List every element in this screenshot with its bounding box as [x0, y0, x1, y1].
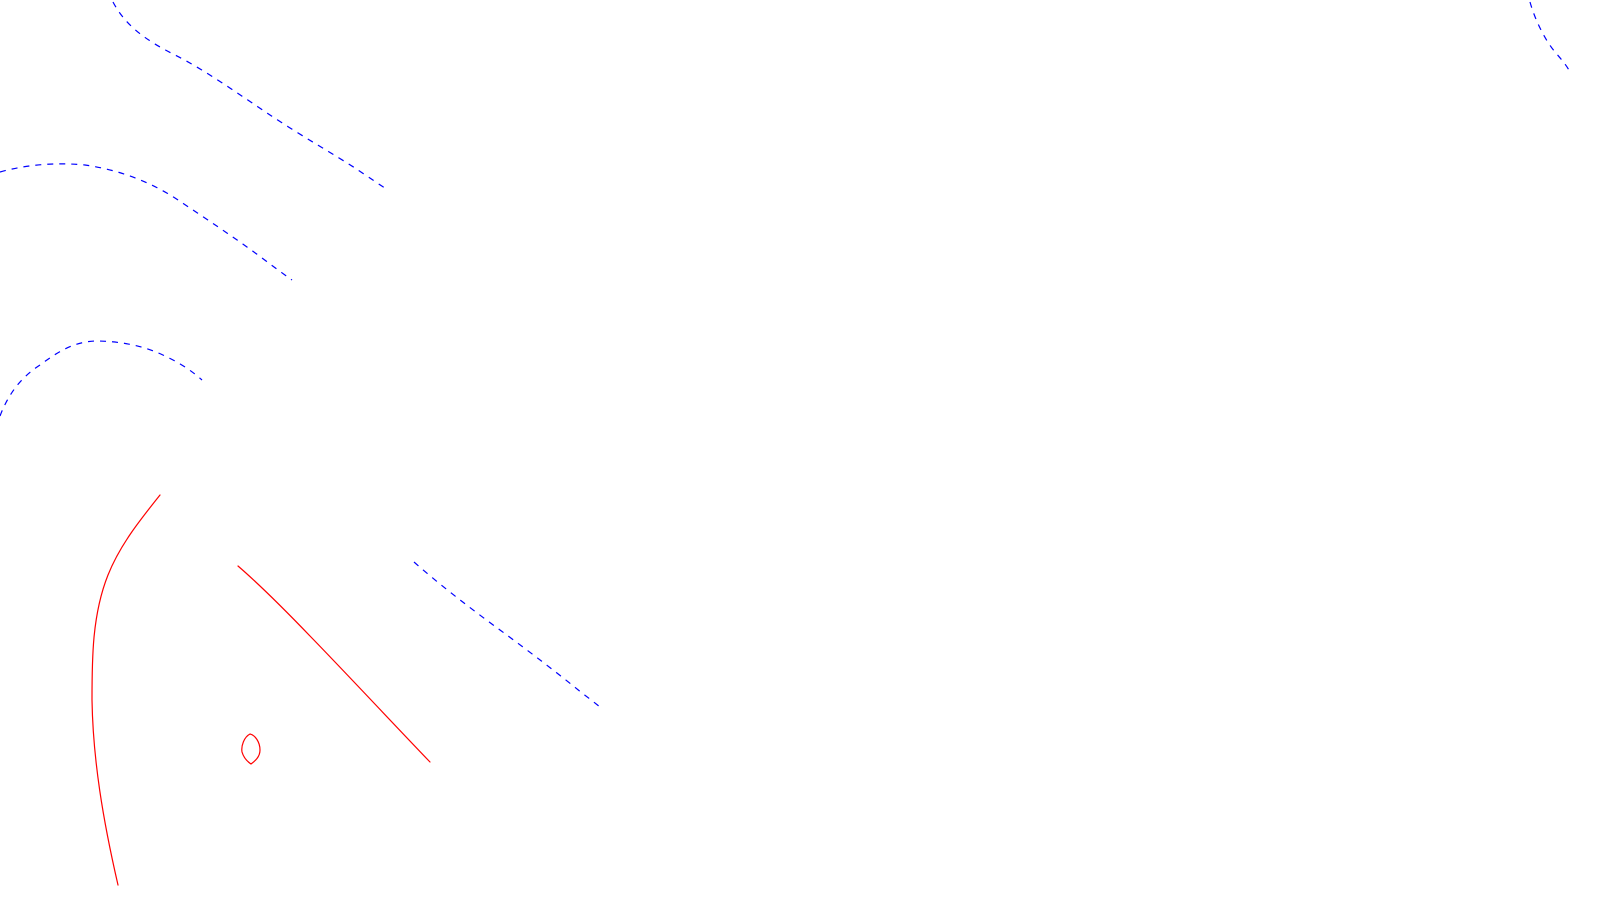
solid-contour-diagonal — [237, 565, 431, 763]
dashed-contour-top-right — [1529, 1, 1571, 73]
dashed-contour-center — [413, 561, 601, 708]
solid-contour-small-loop — [241, 733, 261, 765]
dashed-contour-upper-left — [0, 163, 293, 281]
solid-contour-left-curve — [91, 494, 161, 886]
dashed-contour-top-left — [112, 1, 389, 191]
